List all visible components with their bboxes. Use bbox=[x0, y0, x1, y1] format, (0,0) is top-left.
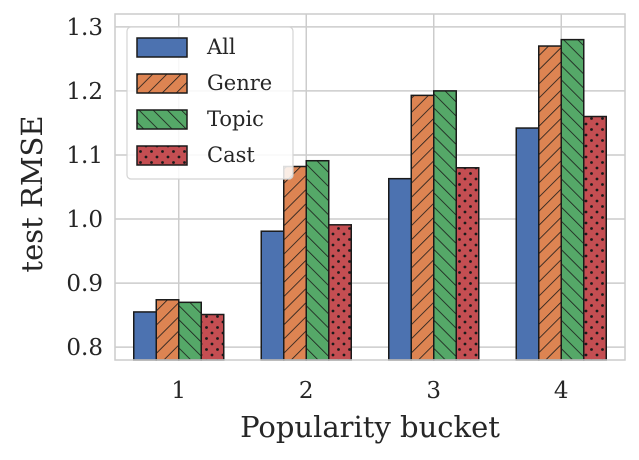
x-axis-label: Popularity bucket bbox=[240, 410, 500, 444]
bar-genre bbox=[283, 165, 307, 361]
legend-box bbox=[126, 26, 294, 180]
bar-pattern bbox=[411, 95, 434, 360]
y-tick-label: 0.8 bbox=[66, 335, 103, 361]
x-tick-labels: 1 2 3 4 bbox=[171, 378, 568, 404]
bar-topic bbox=[433, 90, 457, 361]
legend-label: Cast bbox=[207, 143, 255, 167]
y-tick-label: 1.0 bbox=[66, 207, 103, 233]
bar-topic bbox=[305, 159, 330, 361]
legend-label: Genre bbox=[207, 71, 272, 95]
bar-all bbox=[260, 230, 285, 361]
bar-cast bbox=[583, 115, 607, 361]
legend-swatch-pattern bbox=[137, 74, 187, 93]
x-tick-label: 2 bbox=[299, 378, 314, 404]
plot-frame bbox=[114, 13, 626, 361]
bar-pattern bbox=[561, 39, 584, 360]
y-tick-label: 1.1 bbox=[66, 143, 103, 169]
legend-swatch-pattern bbox=[137, 110, 187, 129]
legend: All Genre Topic Cast bbox=[126, 26, 294, 180]
bar-all bbox=[515, 127, 540, 361]
bar-cast bbox=[200, 313, 225, 361]
x-tick-label: 1 bbox=[171, 378, 186, 404]
bar-pattern bbox=[538, 46, 562, 360]
legend-swatch-outline bbox=[136, 109, 188, 130]
legend-swatch bbox=[137, 38, 187, 57]
legend-label: All bbox=[206, 35, 236, 59]
bar-pattern bbox=[201, 314, 224, 360]
legend-swatch-outline bbox=[136, 37, 188, 58]
bar-topic bbox=[560, 38, 585, 361]
bar-pattern bbox=[306, 160, 329, 360]
bar-pattern bbox=[283, 166, 307, 360]
legend-swatch-outline bbox=[136, 73, 188, 94]
legend-entry-genre: Genre bbox=[136, 71, 272, 95]
legend-entry-all: All bbox=[136, 35, 236, 59]
bar-pattern bbox=[156, 299, 179, 360]
bar-pattern bbox=[433, 90, 457, 360]
bar-fill bbox=[261, 231, 284, 360]
legend-entry-topic: Topic bbox=[136, 107, 264, 131]
bar-topic bbox=[178, 301, 202, 361]
bar-fill bbox=[516, 128, 539, 360]
legend-entry-cast: Cast bbox=[136, 143, 255, 167]
bar-pattern bbox=[456, 167, 479, 360]
legend-swatch-outline bbox=[136, 145, 188, 166]
bar-pattern bbox=[328, 224, 352, 360]
bar-all bbox=[388, 177, 412, 361]
y-tick-label: 0.9 bbox=[66, 271, 103, 297]
bar-cast bbox=[455, 167, 480, 361]
y-axis-label: test RMSE bbox=[15, 115, 49, 272]
bars bbox=[133, 38, 607, 361]
bar-fill bbox=[133, 311, 157, 360]
y-tick-label: 1.2 bbox=[66, 79, 103, 105]
y-tick-labels: 0.8 0.9 1.0 1.1 1.2 1.3 bbox=[66, 15, 103, 361]
y-tick-label: 1.3 bbox=[66, 15, 103, 41]
bar-genre bbox=[538, 45, 562, 361]
bar-pattern bbox=[178, 302, 202, 360]
x-tick-label: 4 bbox=[554, 378, 569, 404]
bar-genre bbox=[155, 299, 180, 361]
bar-fill bbox=[388, 178, 412, 360]
bar-all bbox=[133, 311, 157, 361]
bar-genre bbox=[410, 94, 435, 361]
bar-cast bbox=[328, 224, 352, 361]
x-tick-label: 3 bbox=[426, 378, 441, 404]
legend-label: Topic bbox=[207, 107, 264, 131]
legend-swatch-pattern bbox=[137, 146, 187, 165]
bar-pattern bbox=[583, 116, 607, 360]
